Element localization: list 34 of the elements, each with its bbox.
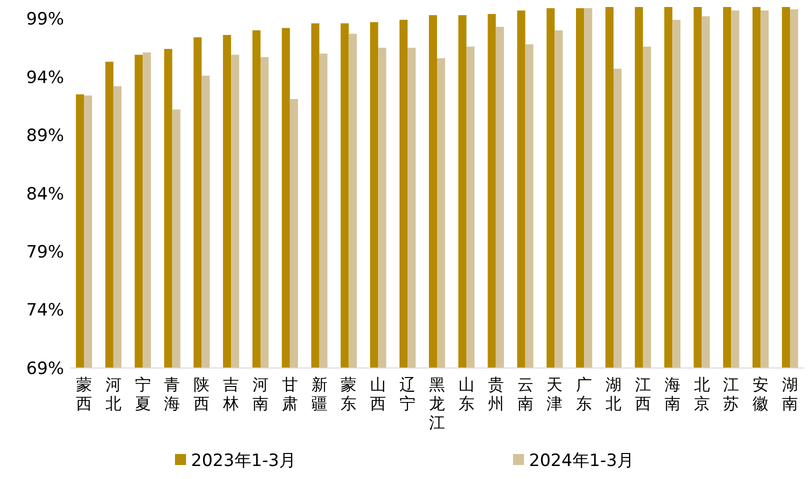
- x-tick-label: 河北: [105, 375, 122, 413]
- x-tick-label: 海南: [664, 375, 680, 413]
- y-tick-label: 69%: [26, 358, 64, 379]
- y-tick-label: 99%: [26, 10, 64, 30]
- x-tick-label: 新疆: [311, 375, 328, 413]
- x-tick-label: 陕西: [194, 375, 210, 413]
- x-tick-label: 广东: [576, 375, 592, 413]
- x-tick-label: 安徽: [752, 375, 769, 413]
- x-tick-label: 吉林: [222, 375, 240, 413]
- x-tick-label: 宁夏: [134, 375, 151, 413]
- x-tick-label: 蒙西: [76, 375, 92, 413]
- x-tick-label: 山西: [370, 375, 386, 413]
- x-tick-label: 甘肃: [282, 375, 298, 413]
- x-tick-label: 黑龙江: [429, 375, 445, 432]
- x-tick-label: 湖南: [782, 375, 798, 413]
- x-tick-label: 河南: [252, 375, 268, 413]
- x-tick-label: 江西: [634, 375, 651, 413]
- y-tick-label: 79%: [26, 242, 64, 262]
- x-tick-label: 贵州: [488, 375, 504, 413]
- legend-label: 2024年1-3月: [529, 450, 634, 471]
- y-tick-label: 84%: [26, 184, 64, 204]
- x-tick-label: 山东: [458, 375, 474, 413]
- x-tick-label: 北京: [694, 375, 710, 413]
- y-tick-label: 74%: [26, 300, 64, 321]
- x-tick-label: 辽宁: [400, 375, 416, 413]
- x-tick-label: 江苏: [723, 375, 740, 413]
- x-tick-label: 蒙东: [340, 375, 357, 413]
- y-tick-label: 89%: [26, 126, 64, 146]
- x-tick-label: 青海: [164, 375, 180, 413]
- legend-label: 2023年1-3月: [191, 450, 296, 471]
- x-tick-label: 湖北: [606, 375, 622, 413]
- x-tick-label: 云南: [517, 375, 534, 413]
- x-tick-label: 天津: [546, 375, 563, 413]
- y-tick-label: 94%: [26, 68, 64, 88]
